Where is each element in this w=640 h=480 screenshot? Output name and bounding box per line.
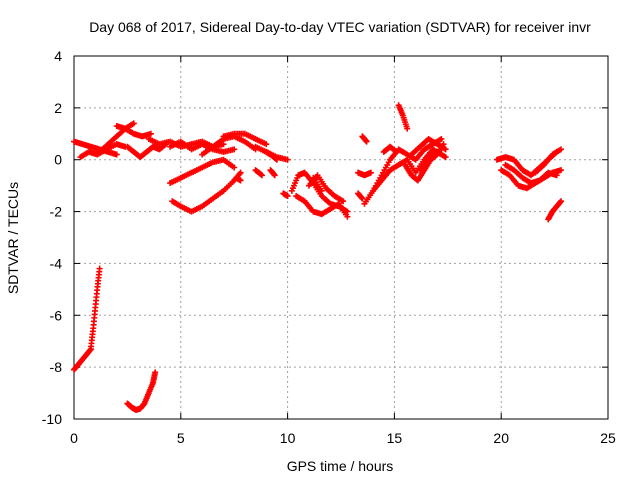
data-points bbox=[71, 102, 565, 413]
data-point bbox=[147, 130, 154, 137]
data-point bbox=[237, 177, 244, 184]
data-point bbox=[558, 146, 565, 153]
data-point bbox=[272, 155, 279, 162]
data-point bbox=[558, 167, 565, 174]
x-tick-label: 20 bbox=[493, 430, 509, 446]
data-point bbox=[258, 172, 265, 179]
data-point bbox=[130, 120, 137, 127]
data-point bbox=[340, 198, 347, 205]
data-point bbox=[273, 156, 280, 163]
data-point bbox=[284, 193, 291, 200]
data-point bbox=[231, 164, 238, 171]
x-tick-label: 10 bbox=[280, 430, 296, 446]
x-tick-label: 5 bbox=[177, 430, 185, 446]
data-point bbox=[344, 208, 351, 215]
data-point bbox=[318, 187, 325, 194]
data-point bbox=[558, 198, 565, 205]
x-axis-label: GPS time / hours bbox=[287, 458, 394, 474]
y-tick-label: -10 bbox=[42, 411, 62, 427]
x-tick-label: 15 bbox=[387, 430, 403, 446]
axis-ticks bbox=[73, 55, 609, 420]
data-point bbox=[367, 169, 374, 176]
data-point bbox=[113, 151, 120, 158]
data-point bbox=[231, 146, 238, 153]
data-point bbox=[442, 146, 449, 153]
plot-border bbox=[73, 55, 609, 420]
y-tick-label: -2 bbox=[50, 204, 63, 220]
y-tick-label: 0 bbox=[54, 152, 62, 168]
y-tick-label: -4 bbox=[50, 255, 63, 271]
data-point bbox=[393, 148, 400, 155]
data-point bbox=[284, 156, 291, 163]
data-point bbox=[220, 141, 227, 148]
y-tick-label: -6 bbox=[50, 307, 63, 323]
x-tick-labels: 0 5 10 15 20 25 bbox=[70, 430, 616, 446]
data-point bbox=[392, 148, 399, 155]
data-point bbox=[404, 125, 411, 132]
data-point bbox=[553, 172, 560, 179]
data-point bbox=[96, 265, 103, 272]
data-point bbox=[263, 141, 270, 148]
data-point bbox=[363, 138, 370, 145]
data-point bbox=[271, 172, 278, 179]
data-point bbox=[438, 135, 445, 142]
grid bbox=[74, 56, 608, 419]
data-point bbox=[344, 213, 351, 220]
y-tick-label: 2 bbox=[54, 100, 62, 116]
data-point bbox=[442, 154, 449, 161]
chart-title: Day 068 of 2017, Sidereal Day-to-day VTE… bbox=[89, 19, 591, 35]
x-tick-label: 25 bbox=[600, 430, 616, 446]
x-tick-label: 0 bbox=[70, 430, 78, 446]
y-tick-label: 4 bbox=[54, 48, 62, 64]
data-point bbox=[152, 369, 159, 376]
y-axis-label: SDTVAR / TECUs bbox=[5, 182, 21, 294]
data-point bbox=[257, 171, 264, 178]
data-point bbox=[237, 169, 244, 176]
y-tick-labels: -10 -8 -6 -4 -2 0 2 4 bbox=[42, 48, 62, 427]
y-tick-label: -8 bbox=[50, 359, 63, 375]
data-point bbox=[359, 195, 366, 202]
